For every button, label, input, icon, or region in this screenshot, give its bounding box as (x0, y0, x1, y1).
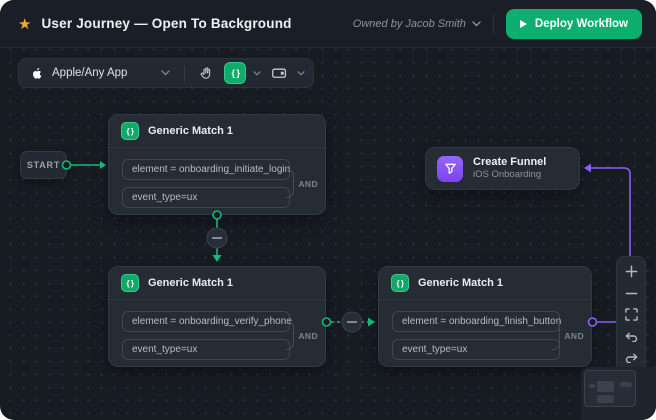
zoom-toolbar (616, 256, 646, 373)
header: ★ User Journey — Open To Background Owne… (0, 0, 656, 48)
arrowhead-icon (584, 163, 591, 173)
condition-field[interactable]: element = onboarding_verify_phone (122, 311, 292, 332)
and-operator: AND (286, 169, 318, 198)
plus-icon (625, 265, 637, 278)
minimap-node (589, 384, 595, 388)
generic-match-node-3[interactable]: { } Generic Match 1 element = onboarding… (378, 266, 592, 367)
minimap-node (597, 381, 614, 392)
and-operator: AND (286, 321, 318, 350)
funnel-icon (437, 155, 463, 182)
condition-field[interactable]: element = onboarding_finish_button (392, 311, 561, 332)
chevron-down-icon (161, 70, 171, 76)
arrowhead-icon (368, 317, 375, 327)
collapse-edge-button[interactable] (341, 311, 363, 333)
node-header: { } Generic Match 1 (109, 267, 325, 300)
funnel-title: Create Funnel (473, 156, 547, 168)
zoom-in-button[interactable] (619, 262, 643, 281)
and-bracket (286, 321, 295, 350)
app-selector-label: Apple/Any App (52, 67, 128, 79)
chevron-down-icon (297, 70, 305, 76)
condition-field[interactable]: event_type=ux (392, 339, 560, 360)
app-selector[interactable]: Apple/Any App (27, 66, 174, 81)
generic-match-node-1[interactable]: { } Generic Match 1 element = onboarding… (108, 114, 326, 215)
condition-field[interactable]: event_type=ux (122, 339, 290, 360)
record-tool[interactable] (268, 62, 290, 84)
favorite-star-icon[interactable]: ★ (18, 14, 32, 33)
start-node[interactable]: START (20, 151, 67, 179)
node-title: Generic Match 1 (148, 125, 233, 137)
collapse-edge-button[interactable] (206, 227, 228, 249)
and-label: AND (564, 330, 584, 341)
braces-icon: { } (231, 68, 240, 78)
funnel-text: Create Funnel iOS Onboarding (473, 156, 546, 181)
start-label: START (26, 160, 61, 170)
fit-view-button[interactable] (619, 305, 643, 324)
owner-dropdown[interactable]: Owned by Jacob Smith (353, 18, 481, 30)
hand-icon (200, 66, 211, 79)
undo-button[interactable] (619, 326, 643, 345)
condition-field[interactable]: element = onboarding_initiate_login (122, 159, 290, 180)
node-header: { } Generic Match 1 (109, 115, 325, 148)
owner-label: Owned by Jacob Smith (352, 17, 466, 30)
deploy-label: Deploy Workflow (534, 17, 628, 30)
and-operator: AND (552, 321, 584, 350)
fit-view-icon (624, 308, 638, 321)
canvas-toolbar: Apple/Any App { } (18, 58, 315, 88)
record-tool-chevron[interactable] (297, 70, 305, 76)
braces-icon: { } (121, 274, 139, 292)
minimap-node (620, 382, 632, 387)
camera-icon (272, 68, 287, 78)
minimap[interactable] (581, 367, 656, 420)
braces-icon: { } (391, 274, 409, 292)
match-braces-tool[interactable]: { } (224, 62, 247, 84)
arrowhead-icon (212, 255, 222, 262)
create-funnel-node[interactable]: Create Funnel iOS Onboarding (425, 147, 580, 190)
chevron-down-icon (472, 20, 481, 26)
and-label: AND (298, 330, 318, 341)
deploy-workflow-button[interactable]: Deploy Workflow (505, 8, 642, 39)
node-header: { } Generic Match 1 (379, 267, 591, 300)
generic-match-node-2[interactable]: { } Generic Match 1 element = onboarding… (108, 266, 326, 367)
header-divider (492, 13, 494, 34)
minimap-node (597, 395, 614, 403)
apple-icon (33, 67, 42, 79)
and-bracket (552, 321, 561, 350)
undo-icon (625, 332, 637, 342)
and-label: AND (298, 178, 318, 189)
arrowhead-icon (100, 161, 106, 169)
play-icon (519, 19, 527, 28)
braces-icon: { } (121, 122, 139, 140)
page-title: User Journey — Open To Background (41, 16, 292, 31)
node-title: Generic Match 1 (148, 277, 233, 289)
header-right: Owned by Jacob Smith Deploy Workflow (353, 8, 642, 39)
zoom-out-button[interactable] (619, 284, 643, 303)
toolbar-divider (184, 65, 186, 81)
condition-field[interactable]: event_type=ux (122, 187, 290, 208)
node-title: Generic Match 1 (418, 277, 503, 289)
chevron-down-icon (253, 70, 261, 76)
braces-tool-chevron[interactable] (253, 70, 261, 76)
pan-hand-tool[interactable] (195, 62, 217, 84)
redo-icon (625, 353, 637, 364)
minimap-viewport[interactable] (584, 370, 636, 407)
funnel-subtitle: iOS Onboarding (473, 169, 542, 180)
and-bracket (286, 169, 295, 198)
redo-button[interactable] (619, 348, 643, 367)
minus-icon (625, 292, 637, 294)
